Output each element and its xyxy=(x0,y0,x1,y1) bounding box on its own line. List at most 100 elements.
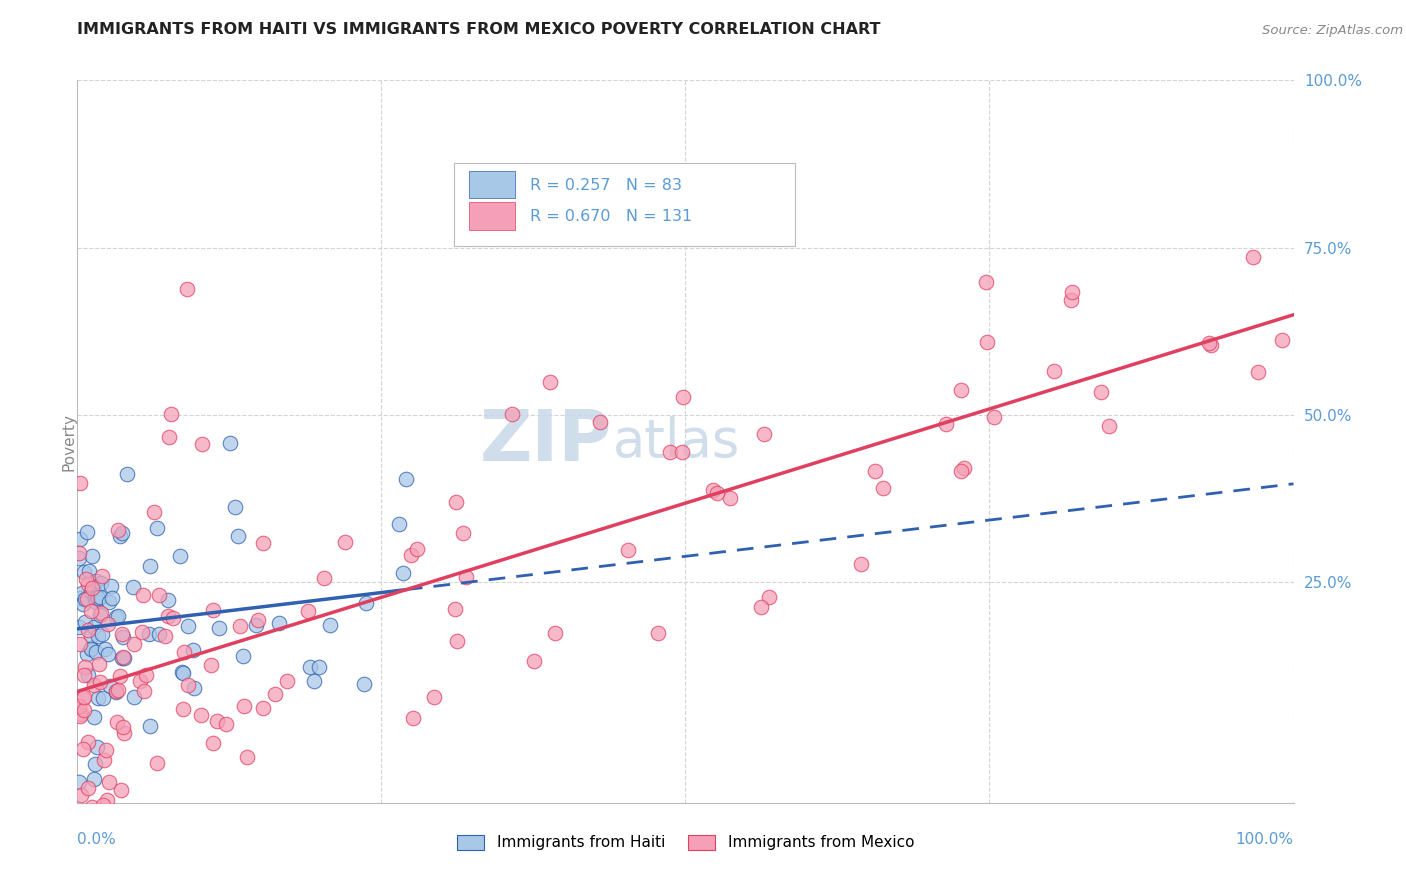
Point xyxy=(112,725,135,739)
Point xyxy=(111,651,134,665)
Point xyxy=(94,743,117,757)
Point xyxy=(77,623,100,637)
Point xyxy=(172,666,194,681)
Point xyxy=(1198,336,1220,351)
Point xyxy=(229,619,252,633)
Point xyxy=(139,718,162,732)
Point xyxy=(83,620,105,634)
Point xyxy=(72,691,94,706)
Text: 0.0%: 0.0% xyxy=(77,831,117,847)
Point xyxy=(333,535,356,549)
Point xyxy=(451,526,474,541)
Point xyxy=(148,627,170,641)
Point xyxy=(131,624,153,639)
Point xyxy=(80,799,103,814)
Point xyxy=(132,683,155,698)
Point xyxy=(73,566,96,580)
Point xyxy=(200,658,222,673)
Point xyxy=(73,690,96,705)
Point xyxy=(647,626,669,640)
Point xyxy=(86,591,108,605)
Point xyxy=(124,637,146,651)
Point xyxy=(80,582,103,596)
Point xyxy=(1098,418,1121,433)
Point xyxy=(100,579,122,593)
Point xyxy=(935,417,957,431)
Point xyxy=(402,711,425,725)
Point xyxy=(70,788,93,802)
Point xyxy=(87,628,110,642)
Text: 100.0%: 100.0% xyxy=(1236,831,1294,847)
Point xyxy=(73,668,96,682)
Point xyxy=(353,677,375,691)
Point xyxy=(79,640,101,655)
Point xyxy=(90,569,112,583)
Point xyxy=(252,535,274,549)
Point xyxy=(177,619,200,633)
Point xyxy=(754,427,776,442)
Point xyxy=(672,390,695,404)
Point xyxy=(83,710,105,724)
Point xyxy=(191,437,214,451)
Point xyxy=(84,591,107,605)
Point xyxy=(1247,365,1270,379)
Point xyxy=(139,558,162,573)
Point xyxy=(76,525,98,540)
Point xyxy=(298,660,321,674)
Point xyxy=(307,809,329,823)
Point xyxy=(354,596,377,610)
Point xyxy=(121,580,143,594)
Point xyxy=(138,627,160,641)
Point xyxy=(702,483,724,497)
Point xyxy=(1043,364,1066,378)
Point xyxy=(1060,293,1083,308)
Point xyxy=(104,684,127,698)
Point xyxy=(129,674,152,689)
Point xyxy=(67,699,90,714)
Point xyxy=(1271,333,1294,347)
Point xyxy=(75,572,97,586)
Point xyxy=(976,335,998,350)
Point xyxy=(77,565,100,579)
Point xyxy=(111,526,134,541)
Point xyxy=(97,774,120,789)
Point xyxy=(107,524,129,538)
Point xyxy=(1090,385,1112,400)
Point xyxy=(112,651,135,665)
Point xyxy=(588,415,610,429)
Point xyxy=(153,630,176,644)
Point xyxy=(83,582,105,597)
Point xyxy=(104,609,127,624)
Point xyxy=(319,618,342,632)
Point xyxy=(79,604,101,618)
Point xyxy=(264,687,287,701)
Point xyxy=(80,549,103,564)
Point xyxy=(671,444,693,458)
Point xyxy=(73,660,96,674)
Point xyxy=(87,809,110,823)
Point xyxy=(183,643,205,657)
Point xyxy=(226,529,249,543)
Point xyxy=(69,707,91,722)
Point xyxy=(174,809,197,823)
Point xyxy=(219,435,242,450)
Point xyxy=(86,740,108,755)
Point xyxy=(90,576,112,591)
Text: ZIP: ZIP xyxy=(481,407,613,476)
Point xyxy=(67,775,90,789)
Point xyxy=(146,521,169,535)
Point xyxy=(276,674,298,689)
Point xyxy=(90,606,112,620)
Point xyxy=(1241,251,1264,265)
Point xyxy=(235,750,257,764)
Point xyxy=(69,475,91,490)
Point xyxy=(107,682,129,697)
Point xyxy=(107,609,129,624)
Point xyxy=(308,660,330,674)
Point xyxy=(245,618,267,632)
Point xyxy=(297,604,319,618)
Point xyxy=(83,772,105,786)
Point xyxy=(143,505,166,519)
Point xyxy=(304,673,326,688)
Point xyxy=(80,641,103,656)
